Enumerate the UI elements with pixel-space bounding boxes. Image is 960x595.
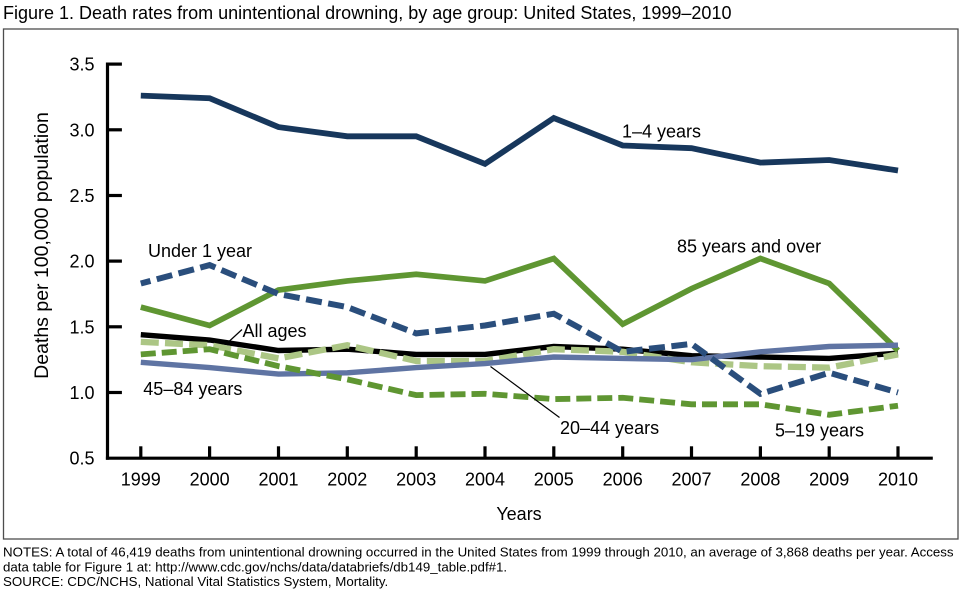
svg-text:5–19 years: 5–19 years <box>775 421 864 441</box>
svg-text:3.5: 3.5 <box>69 55 94 75</box>
svg-text:Years: Years <box>496 504 541 524</box>
svg-text:data table for Figure 1 at: ht: data table for Figure 1 at: http://www.c… <box>3 559 507 574</box>
svg-text:2004: 2004 <box>465 470 505 490</box>
svg-text:All ages: All ages <box>243 321 307 341</box>
svg-text:1–4 years: 1–4 years <box>622 122 701 142</box>
svg-text:2007: 2007 <box>671 470 711 490</box>
svg-text:45–84 years: 45–84 years <box>143 379 242 399</box>
svg-text:20–44 years: 20–44 years <box>560 418 659 438</box>
svg-text:SOURCE: CDC/NCHS, National Vit: SOURCE: CDC/NCHS, National Vital Statist… <box>3 574 388 589</box>
svg-text:2010: 2010 <box>878 470 918 490</box>
svg-text:2009: 2009 <box>809 470 849 490</box>
svg-text:2002: 2002 <box>327 470 367 490</box>
svg-text:Deaths per 100,000 population: Deaths per 100,000 population <box>31 112 53 379</box>
svg-text:1.0: 1.0 <box>69 383 94 403</box>
svg-text:Under 1 year: Under 1 year <box>148 241 252 261</box>
svg-text:1999: 1999 <box>121 470 161 490</box>
svg-text:2.5: 2.5 <box>69 186 94 206</box>
svg-text:NOTES: A total of 46,419 death: NOTES: A total of 46,419 deaths from uni… <box>3 545 954 560</box>
svg-text:2.0: 2.0 <box>69 252 94 272</box>
svg-text:2008: 2008 <box>740 470 780 490</box>
svg-text:2005: 2005 <box>534 470 574 490</box>
svg-text:3.0: 3.0 <box>69 120 94 140</box>
svg-text:2000: 2000 <box>190 470 230 490</box>
svg-text:Figure 1. Death rates from uni: Figure 1. Death rates from unintentional… <box>3 3 731 23</box>
svg-text:2003: 2003 <box>396 470 436 490</box>
svg-text:85 years and over: 85 years and over <box>677 237 821 257</box>
svg-text:2001: 2001 <box>258 470 298 490</box>
svg-text:2006: 2006 <box>603 470 643 490</box>
svg-text:1.5: 1.5 <box>69 317 94 337</box>
svg-text:0.5: 0.5 <box>69 449 94 469</box>
